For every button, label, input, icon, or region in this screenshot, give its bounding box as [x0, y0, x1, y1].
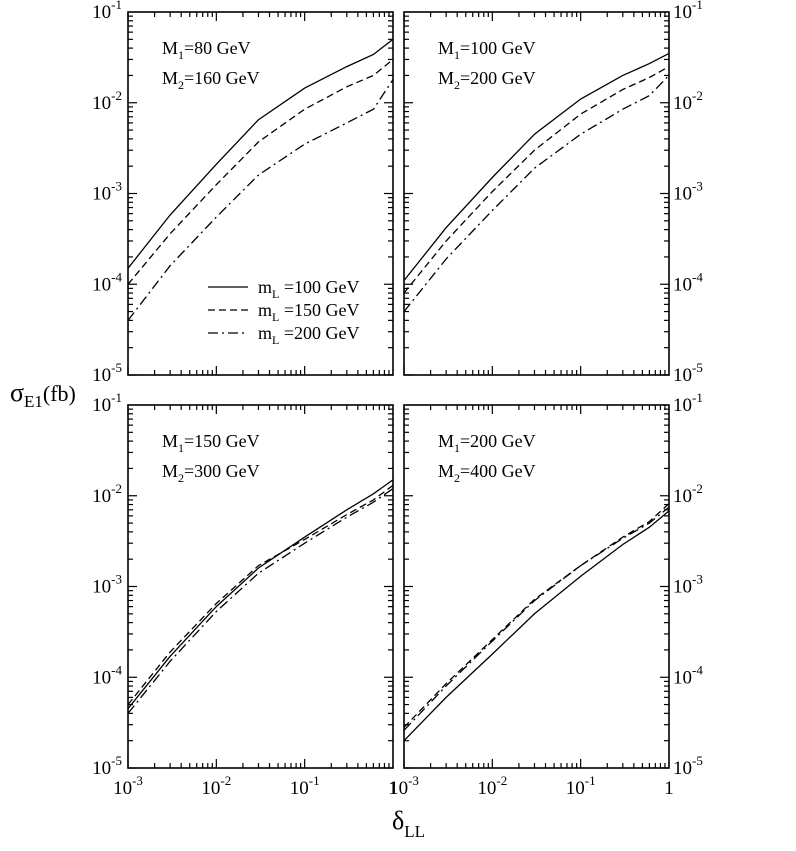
y-tick-label: 10-3 — [92, 572, 122, 598]
y-axis-label: σE1(fb) — [10, 378, 76, 411]
panel-4: 10-5 10-4 10-3 10-2 10-1 10-3 10-2 10-1 1 M1=200 … — [389, 390, 703, 799]
y-tick-label: 10-4 — [673, 662, 703, 688]
y-label-main: σ — [10, 378, 24, 407]
y-tick-label: 10-1 — [92, 390, 122, 416]
y-tick-label: 10-5 — [92, 753, 122, 779]
y-tick-label: 10-2 — [92, 481, 122, 507]
panel-frame — [403, 404, 670, 769]
panel-annotation: M2=400 GeV — [438, 461, 536, 485]
y-tick-label: 10-5 — [673, 360, 703, 386]
y-tick-label: 10-2 — [92, 88, 122, 114]
y-label-sub: E1 — [24, 392, 43, 411]
y-tick-label: 10-3 — [673, 179, 703, 205]
x-tick-label: 10-3 — [113, 773, 143, 799]
y-tick-label: 10-1 — [673, 0, 703, 23]
series-line-dashed — [127, 58, 394, 285]
x-axis-label: δLL — [392, 806, 425, 841]
y-tick-label: 10-4 — [673, 269, 703, 295]
y-tick-label: 10-5 — [92, 360, 122, 386]
panel-frame — [403, 11, 670, 376]
svg-text:σE1(fb): σE1(fb) — [10, 378, 76, 411]
x-tick-label: 1 — [664, 778, 674, 799]
panels-group: 10-5 10-4 10-3 10-2 10-1 M1=80 GeV M2=160 GeV m… — [92, 0, 703, 799]
panel-annotation: M1=80 GeV — [162, 38, 251, 62]
y-tick-label: 10-1 — [92, 0, 122, 23]
panel-annotation: M2=160 GeV — [162, 68, 260, 92]
panel-1: 10-5 10-4 10-3 10-2 10-1 M1=80 GeV M2=160 GeV m… — [92, 0, 394, 386]
x-tick-label: 10-1 — [566, 773, 596, 799]
x-tick-label: 1 — [388, 778, 398, 799]
panel-annotation: M2=200 GeV — [438, 68, 536, 92]
y-tick-label: 10-1 — [673, 390, 703, 416]
panel-annotation: M2=300 GeV — [162, 461, 260, 485]
x-tick-label: 10-2 — [477, 773, 507, 799]
series-line-solid — [127, 479, 394, 710]
y-tick-label: 10-4 — [92, 662, 122, 688]
series-line-dashdot — [127, 488, 394, 714]
legend-label: mL =100 GeV — [258, 277, 360, 301]
y-tick-label: 10-2 — [673, 88, 703, 114]
x-tick-label: 10-1 — [290, 773, 320, 799]
panel-annotation: M1=200 GeV — [438, 431, 536, 455]
y-tick-label: 10-2 — [673, 481, 703, 507]
series-line-dashed — [403, 66, 670, 294]
series-line-dashdot — [127, 79, 394, 321]
y-label-unit: (fb) — [43, 381, 76, 406]
x-label-sub: LL — [404, 822, 425, 841]
series-line-solid — [403, 52, 670, 281]
y-tick-label: 10-5 — [673, 753, 703, 779]
series-line-solid — [403, 510, 670, 742]
panel-annotation: M1=100 GeV — [438, 38, 536, 62]
x-label-main: δ — [392, 806, 404, 835]
panel-annotation: M1=150 GeV — [162, 431, 260, 455]
svg-text:δLL: δLL — [392, 806, 425, 841]
panel-frame — [127, 11, 394, 376]
panel-frame — [127, 404, 394, 769]
panel-2: 10-5 10-4 10-3 10-2 10-1 M1=100 GeV M2=200 GeV — [403, 0, 703, 386]
y-tick-label: 10-4 — [92, 269, 122, 295]
y-tick-label: 10-3 — [673, 572, 703, 598]
y-tick-label: 10-3 — [92, 179, 122, 205]
legend-label: mL =200 GeV — [258, 323, 360, 347]
x-tick-label: 10-3 — [389, 773, 419, 799]
legend-label: mL =150 GeV — [258, 300, 360, 324]
panel-3: 10-5 10-4 10-3 10-2 10-1 10-3 10-2 10-1 1 M1=150 … — [92, 390, 398, 799]
series-line-solid — [127, 38, 394, 269]
series-line-dashed — [403, 503, 670, 728]
x-tick-label: 10-2 — [201, 773, 231, 799]
series-line-dashed — [127, 484, 394, 706]
series-line-dashdot — [403, 74, 670, 313]
